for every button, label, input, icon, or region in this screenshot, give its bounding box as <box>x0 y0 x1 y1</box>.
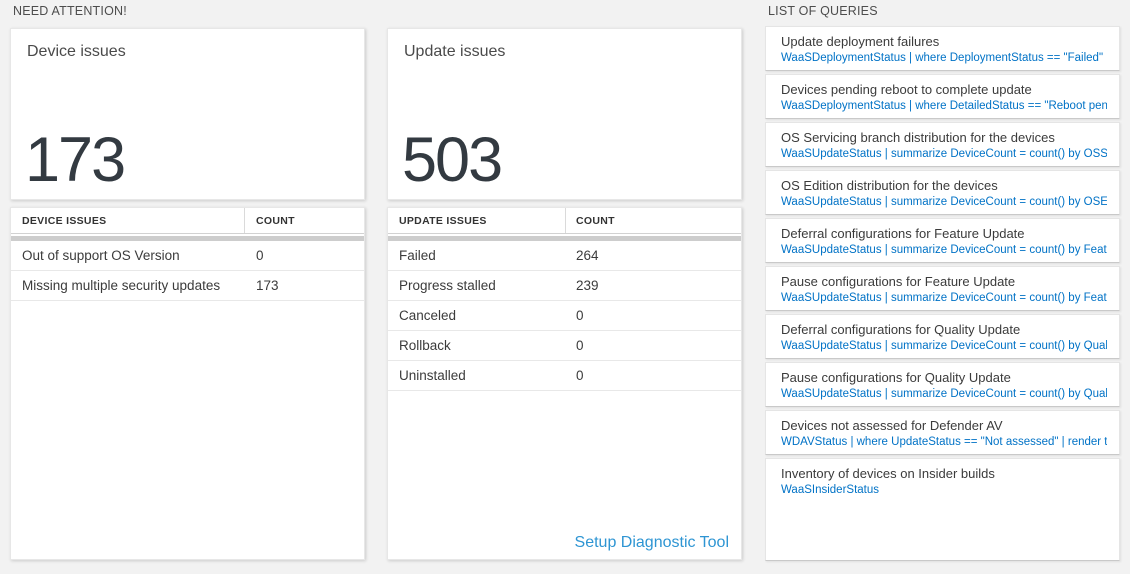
query-text[interactable]: WaaSUpdateStatus | summarize DeviceCount… <box>781 148 1107 160</box>
issue-label: Failed <box>399 248 436 263</box>
query-title: Pause configurations for Feature Update <box>781 274 1016 289</box>
query-title: Pause configurations for Quality Update <box>781 370 1011 385</box>
table-row[interactable]: Uninstalled 0 <box>388 361 741 391</box>
query-list-item[interactable]: OS Servicing branch distribution for the… <box>765 122 1120 167</box>
device-issues-table: DEVICE ISSUES COUNT Out of support OS Ve… <box>10 207 365 560</box>
query-title: Update deployment failures <box>781 34 940 49</box>
query-text[interactable]: WaaSDeploymentStatus | where DeploymentS… <box>781 52 1107 64</box>
issue-count: 0 <box>256 248 264 263</box>
query-list-item[interactable]: Inventory of devices on Insider builds Wa… <box>765 458 1120 561</box>
column-header-count: COUNT <box>576 215 615 227</box>
query-title: Devices pending reboot to complete updat… <box>781 82 1032 97</box>
column-header-count: COUNT <box>256 215 295 227</box>
update-issues-tile[interactable]: Update issues 503 <box>387 28 742 200</box>
query-title: OS Edition distribution for the devices <box>781 178 998 193</box>
scrollbar-track[interactable] <box>388 236 741 241</box>
query-list-item[interactable]: Deferral configurations for Quality Upda… <box>765 314 1120 359</box>
query-title: Deferral configurations for Feature Upda… <box>781 226 1025 241</box>
query-text[interactable]: WaaSUpdateStatus | summarize DeviceCount… <box>781 196 1107 208</box>
table-row[interactable]: Failed 264 <box>388 241 741 271</box>
scrollbar-track[interactable] <box>11 236 364 241</box>
query-text[interactable]: WaaSUpdateStatus | summarize DeviceCount… <box>781 292 1107 304</box>
table-body: Out of support OS Version 0 Missing multip… <box>11 241 364 301</box>
column-divider <box>244 208 245 233</box>
update-issues-table: UPDATE ISSUES COUNT Failed 264 Progress st… <box>387 207 742 560</box>
issue-count: 0 <box>576 308 584 323</box>
table-header: DEVICE ISSUES COUNT <box>11 208 364 234</box>
query-text[interactable]: WaaSInsiderStatus <box>781 484 880 496</box>
need-attention-header: NEED ATTENTION! <box>13 4 127 18</box>
table-row[interactable]: Out of support OS Version 0 <box>11 241 364 271</box>
table-row[interactable]: Rollback 0 <box>388 331 741 361</box>
column-divider <box>565 208 566 233</box>
query-title: Inventory of devices on Insider builds <box>781 466 995 481</box>
device-issues-count: 173 <box>25 124 126 195</box>
query-list-item[interactable]: Update deployment failures WaaSDeployment… <box>765 26 1120 71</box>
query-text[interactable]: WDAVStatus | where UpdateStatus == "Not … <box>781 436 1107 448</box>
issue-count: 264 <box>576 248 599 263</box>
query-list-panel: Update deployment failures WaaSDeployment… <box>765 26 1120 561</box>
query-list-item[interactable]: OS Edition distribution for the devices W… <box>765 170 1120 215</box>
query-title: OS Servicing branch distribution for the… <box>781 130 1055 145</box>
column-header-device-issues: DEVICE ISSUES <box>22 215 107 227</box>
update-issues-title: Update issues <box>404 43 506 60</box>
query-list-item[interactable]: Pause configurations for Feature Update W… <box>765 266 1120 311</box>
query-text[interactable]: WaaSUpdateStatus | summarize DeviceCount… <box>781 340 1107 352</box>
issue-label: Out of support OS Version <box>22 248 180 263</box>
query-text[interactable]: WaaSUpdateStatus | summarize DeviceCount… <box>781 244 1107 256</box>
setup-diagnostic-tool-link[interactable]: Setup Diagnostic Tool <box>574 534 729 551</box>
issue-label: Uninstalled <box>399 368 466 383</box>
table-row[interactable]: Canceled 0 <box>388 301 741 331</box>
query-title: Devices not assessed for Defender AV <box>781 418 1003 433</box>
column-header-update-issues: UPDATE ISSUES <box>399 215 487 227</box>
query-text[interactable]: WaaSUpdateStatus | summarize DeviceCount… <box>781 388 1107 400</box>
issue-label: Rollback <box>399 338 451 353</box>
query-text[interactable]: WaaSDeploymentStatus | where DetailedSta… <box>781 100 1107 112</box>
table-row[interactable]: Missing multiple security updates 173 <box>11 271 364 301</box>
issue-count: 173 <box>256 278 279 293</box>
issue-label: Missing multiple security updates <box>22 278 221 293</box>
table-row[interactable]: Progress stalled 239 <box>388 271 741 301</box>
issue-count: 0 <box>576 338 584 353</box>
query-list-item[interactable]: Devices not assessed for Defender AV WDAV… <box>765 410 1120 455</box>
issue-label: Progress stalled <box>399 278 496 293</box>
issue-count: 0 <box>576 368 584 383</box>
list-of-queries-header: LIST OF QUERIES <box>768 4 878 18</box>
device-issues-tile[interactable]: Device issues 173 <box>10 28 365 200</box>
table-header: UPDATE ISSUES COUNT <box>388 208 741 234</box>
query-title: Deferral configurations for Quality Upda… <box>781 322 1021 337</box>
issue-count: 239 <box>576 278 599 293</box>
device-issues-title: Device issues <box>27 43 126 60</box>
query-list-item[interactable]: Deferral configurations for Feature Upda… <box>765 218 1120 263</box>
query-list-item[interactable]: Pause configurations for Quality Update W… <box>765 362 1120 407</box>
issue-label: Canceled <box>399 308 457 323</box>
query-list-item[interactable]: Devices pending reboot to complete updat… <box>765 74 1120 119</box>
table-body: Failed 264 Progress stalled 239 Canceled 0 Rol… <box>388 241 741 391</box>
update-issues-count: 503 <box>402 124 503 195</box>
